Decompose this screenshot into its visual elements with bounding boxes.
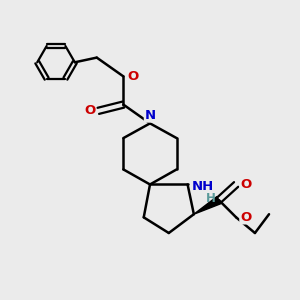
Text: H: H xyxy=(206,192,216,205)
Text: O: O xyxy=(127,70,138,83)
Text: O: O xyxy=(240,178,251,191)
Polygon shape xyxy=(194,196,221,214)
Text: NH: NH xyxy=(191,179,214,193)
Text: O: O xyxy=(84,104,95,117)
Text: O: O xyxy=(240,211,251,224)
Text: N: N xyxy=(144,109,156,122)
